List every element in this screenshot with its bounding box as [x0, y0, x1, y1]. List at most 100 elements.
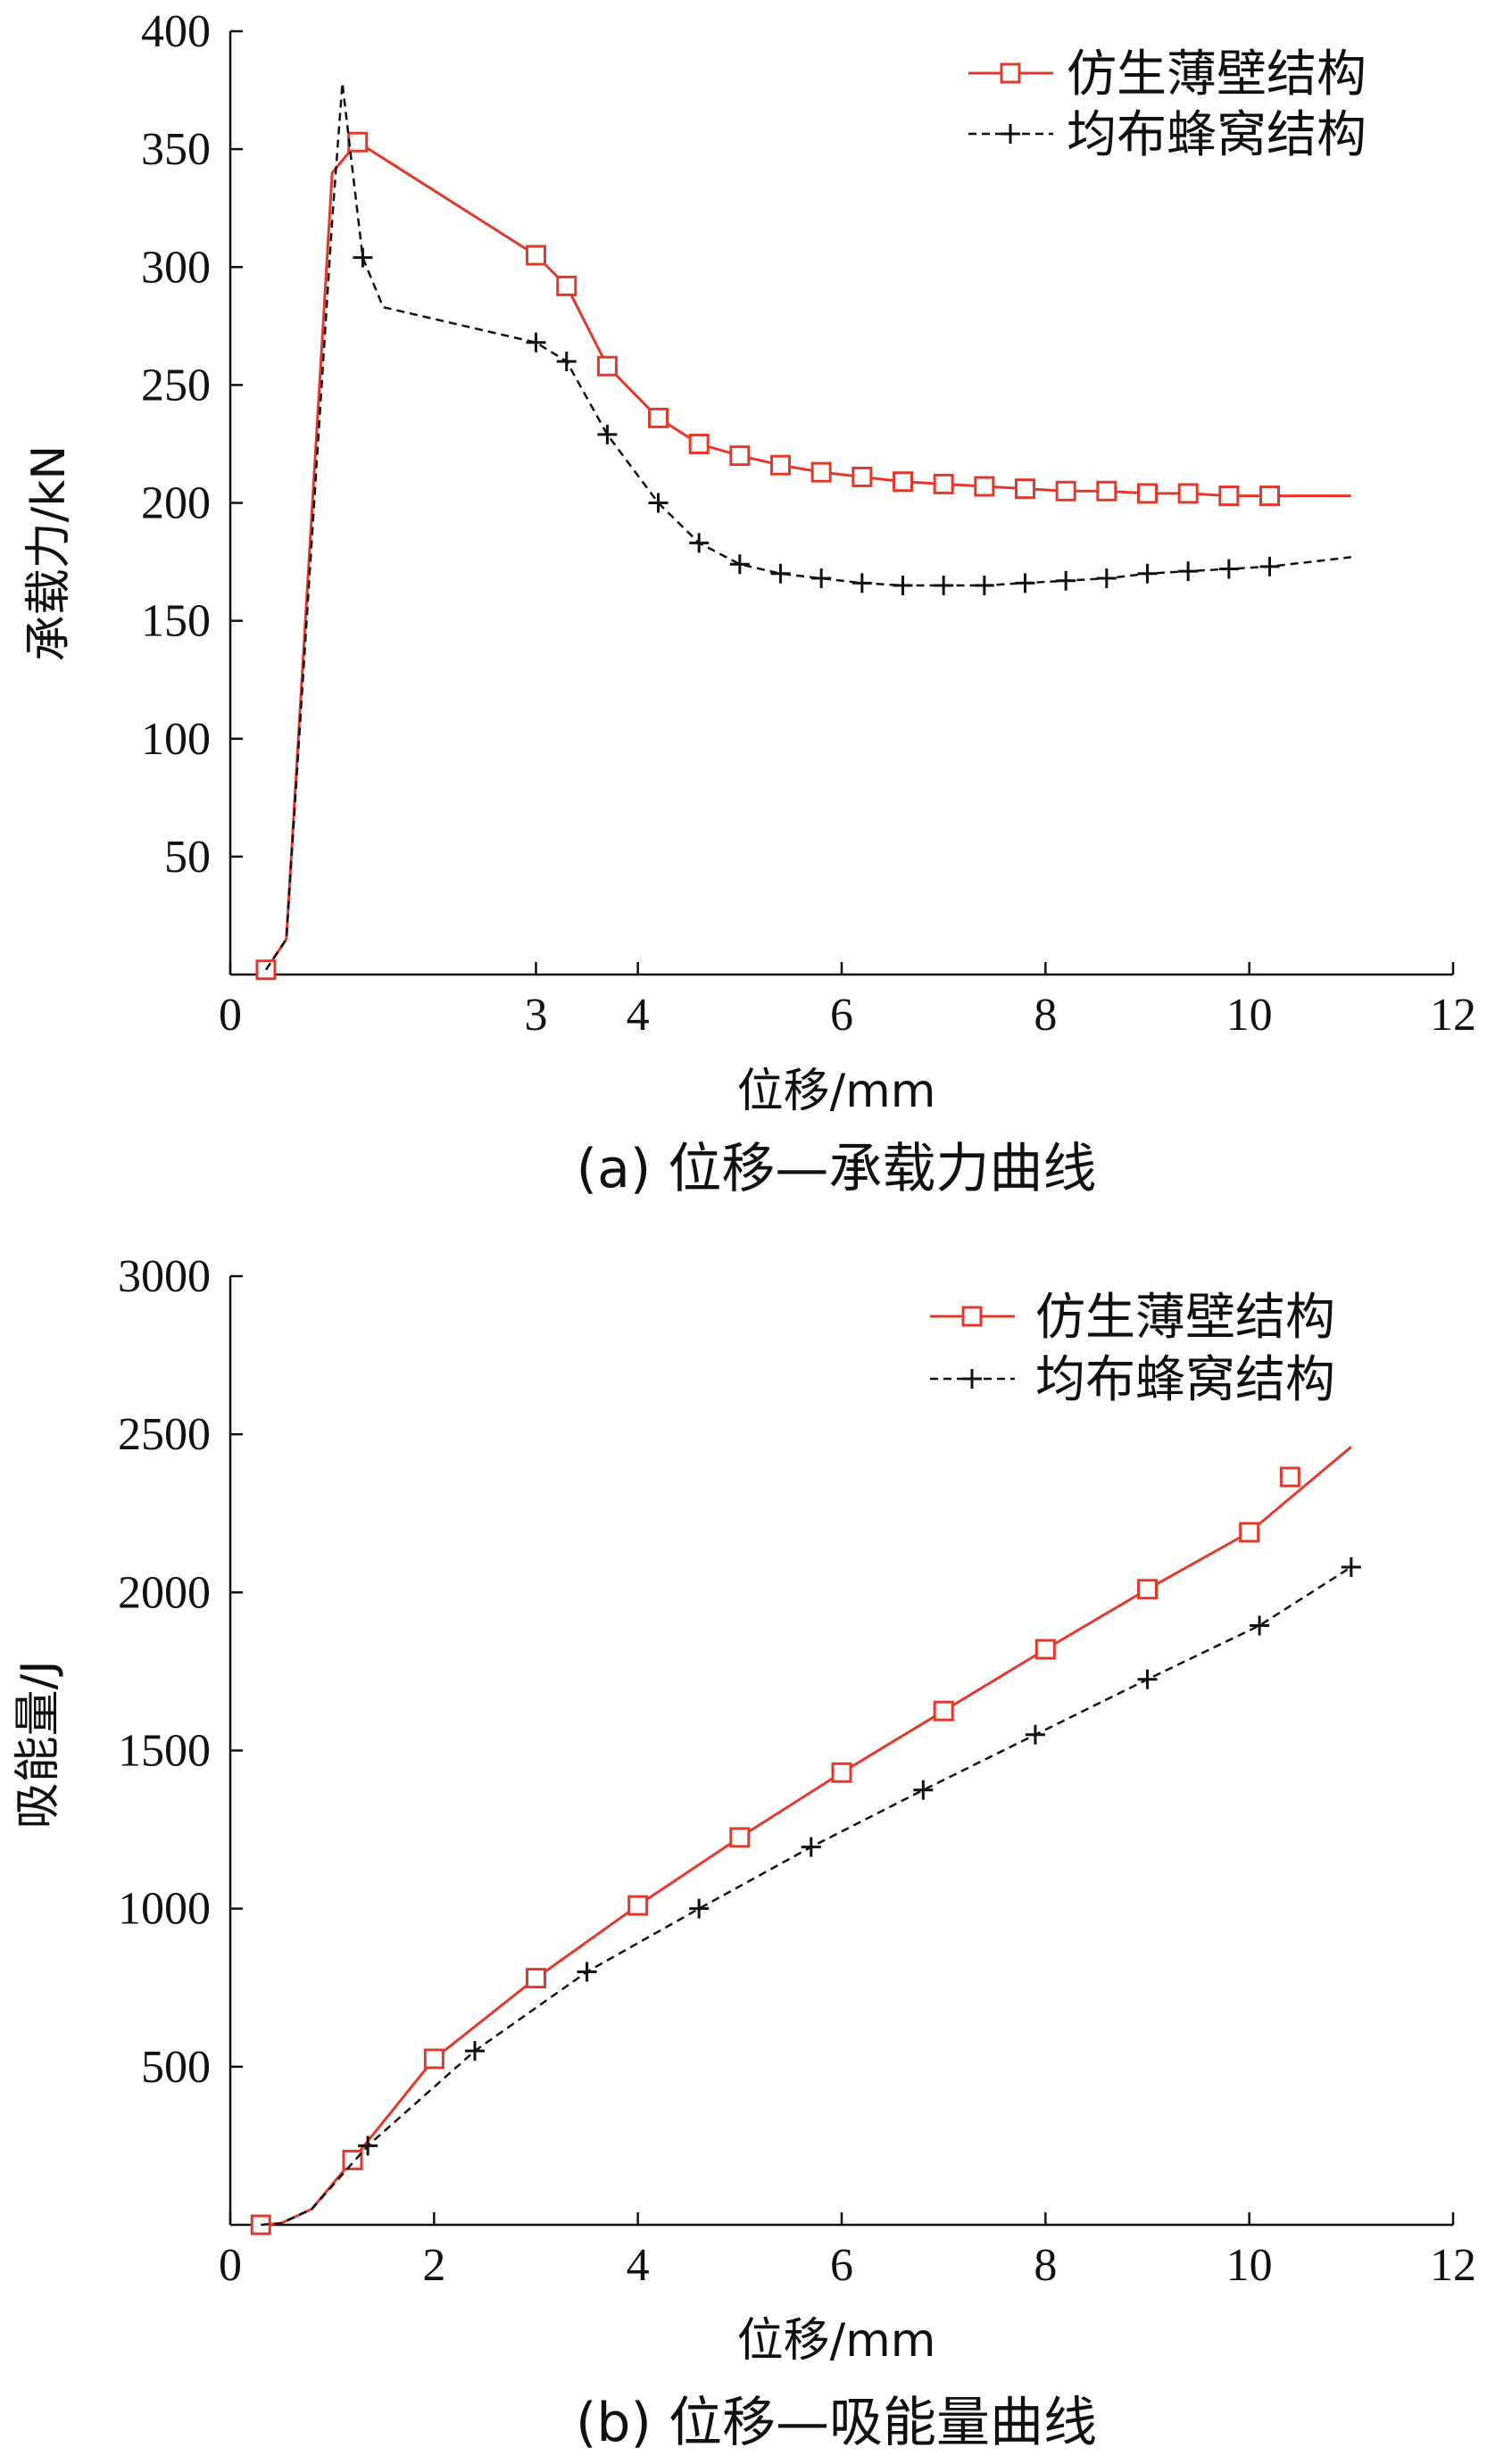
chart-b-x-tick-label: 6 — [830, 2240, 853, 2291]
chart-a-series-bionic-marker — [1015, 478, 1035, 500]
chart-a-tick-labels: 50 100 150 200 250 300 350 400 0 3 4 6 8 10 12 — [141, 6, 1476, 1041]
chart-a-x-tick-label: 10 — [1226, 990, 1273, 1041]
chart-b-series-bionic-marker — [1034, 1639, 1056, 1660]
chart-a-y-tick-label: 100 — [141, 714, 211, 765]
chart-a-series-bionic-marker — [347, 131, 369, 153]
chart-a-x-axis-label: 位移/mm — [737, 1065, 936, 1118]
chart-a-series-bionic-marker — [1218, 485, 1240, 507]
chart-a-series-bionic-marker — [974, 476, 995, 497]
chart-a-series-bionic-marker — [688, 433, 710, 454]
chart-b-legend-marker-bionic — [961, 1306, 983, 1327]
chart-a-series-honeycomb-marker — [353, 247, 373, 268]
chart-b-series-bionic-marker — [1279, 1466, 1300, 1488]
chart-b-y-axis-label: 吸能量/J — [12, 1661, 65, 1829]
chart-b-series-bionic-marker — [831, 1762, 852, 1783]
chart-a-x-tick-label: 0 — [219, 990, 242, 1041]
chart-a-series-bionic-marker — [770, 454, 791, 476]
chart-b-legend: 仿生薄壁结构 均布蜂窝结构 — [930, 1289, 1335, 1409]
chart-a-series-honeycomb-marker — [729, 554, 750, 575]
chart-a-series-honeycomb-marker — [770, 563, 791, 584]
chart-b-series-bionic-line — [261, 1446, 1352, 2227]
chart-a-series-honeycomb-marker — [1259, 556, 1280, 577]
chart-b-series-bionic-marker — [627, 1895, 649, 1916]
chart-a-series-honeycomb-marker — [1218, 559, 1239, 579]
chart-a-series-bionic-marker — [1055, 480, 1076, 502]
chart-a-series-bionic-marker — [1137, 483, 1158, 504]
chart-a-series-bionic-marker — [1259, 485, 1280, 507]
chart-a-y-tick-label: 200 — [141, 478, 211, 529]
chart-a-legend-label-honeycomb: 均布蜂窝结构 — [1067, 106, 1367, 164]
chart-a-series-honeycomb-marker — [1096, 568, 1117, 589]
chart-a-series-bionic-marker — [556, 275, 577, 296]
chart-a-series-bionic-marker — [1177, 483, 1199, 504]
chart-a-series-honeycomb-marker — [974, 575, 994, 595]
chart-b-series-honeycomb-marker — [689, 1898, 710, 1919]
chart-a-series-bionic-marker — [255, 959, 277, 981]
chart-b-series-bionic-marker — [250, 2214, 271, 2236]
chart-b-legend-label-honeycomb: 均布蜂窝结构 — [1035, 1351, 1335, 1409]
chart-b-series-honeycomb-marker — [1341, 1556, 1361, 1577]
chart-b-x-tick-label: 0 — [219, 2240, 242, 2291]
chart-a-series-bionic-marker — [893, 471, 913, 493]
chart-b-series-honeycomb-marker — [913, 1780, 934, 1800]
chart-a-series-honeycomb-marker — [648, 493, 669, 513]
chart-b-y-tick-label: 500 — [141, 2042, 211, 2093]
chart-b-series-bionic-marker — [1239, 1522, 1260, 1543]
chart-b-series-honeycomb-marker — [358, 2136, 378, 2156]
chart-a-legend-label-bionic: 仿生薄壁结构 — [1067, 46, 1367, 104]
chart-b-series-bionic-marker — [933, 1700, 954, 1721]
chart-b-series-honeycomb-marker — [577, 1962, 597, 1982]
chart-b-x-axis-label: 位移/mm — [737, 2314, 936, 2368]
chart-b-series-honeycomb-marker — [1137, 1669, 1158, 1689]
chart-a-series-bionic-line — [264, 140, 1351, 971]
chart-a-x-tick-label: 6 — [830, 990, 853, 1041]
chart-b-series-bionic-marker — [729, 1827, 751, 1848]
chart-a-y-tick-label: 350 — [141, 124, 211, 175]
chart-a-series-honeycomb-marker — [851, 573, 872, 593]
chart-b-series-bionic-marker — [342, 2149, 363, 2170]
chart-b-series-bionic-marker — [423, 2048, 444, 2070]
chart-a-y-tick-label: 50 — [164, 832, 211, 883]
chart-a-series-honeycomb-marker — [811, 568, 832, 589]
chart-a-y-axis-label: 承载力/kN — [22, 445, 76, 662]
chart-b-legend-label-bionic: 仿生薄壁结构 — [1035, 1289, 1335, 1347]
chart-b-series-honeycomb-marker — [465, 2041, 485, 2062]
chart-b-series-honeycomb-marker — [1025, 1724, 1045, 1745]
chart-b-energy-displacement: 500 1000 1500 2000 2500 3000 0 2 4 6 8 10 12 吸能量/J 位… — [12, 1251, 1476, 2454]
chart-a-x-tick-label: 4 — [627, 990, 650, 1041]
chart-b-y-tick-label: 3000 — [118, 1251, 211, 1302]
chart-a-series-bionic-marker — [1096, 480, 1117, 502]
chart-a-series-honeycomb-marker — [893, 575, 913, 595]
chart-b-series-honeycomb-marker — [801, 1837, 821, 1857]
chart-b-y-tick-label: 2500 — [118, 1409, 211, 1460]
chart-a-legend: 仿生薄壁结构 均布蜂窝结构 — [968, 46, 1367, 164]
chart-b-x-tick-label: 10 — [1226, 2240, 1273, 2291]
chart-a-series-bionic-marker — [851, 466, 873, 487]
chart-b-series-bionic-marker — [1137, 1579, 1158, 1600]
chart-b-x-tick-label: 4 — [627, 2240, 650, 2291]
chart-b-tick-labels: 500 1000 1500 2000 2500 3000 0 2 4 6 8 10 12 — [118, 1251, 1476, 2291]
chart-b-y-tick-label: 1000 — [118, 1884, 211, 1935]
chart-b-y-tick-label: 2000 — [118, 1567, 211, 1618]
chart-a-series-honeycomb-marker — [597, 424, 618, 444]
chart-b-series-honeycomb-marker — [1250, 1615, 1270, 1636]
chart-a-legend-marker-bionic — [1000, 62, 1021, 84]
chart-a-series-bionic-marker — [729, 445, 751, 467]
chart-a-legend-marker-honeycomb — [1001, 124, 1020, 144]
chart-a-series-honeycomb-marker — [526, 332, 546, 353]
chart-a-series-bionic-marker — [810, 461, 832, 483]
chart-b-x-tick-label: 2 — [422, 2240, 445, 2291]
chart-a-y-tick-label: 400 — [141, 6, 211, 57]
chart-b-y-tick-label: 1500 — [118, 1726, 211, 1777]
chart-a-series-honeycomb-marker — [556, 351, 577, 371]
chart-a-plot-area — [228, 29, 1455, 981]
chart-a-series-honeycomb-line — [264, 81, 1351, 971]
chart-a-x-tick-label: 3 — [525, 990, 548, 1041]
chart-a-y-tick-label: 300 — [141, 242, 211, 293]
chart-a-series-honeycomb-marker — [1015, 573, 1035, 593]
chart-a-series-honeycomb-marker — [689, 533, 710, 553]
chart-b-x-tick-label: 8 — [1034, 2240, 1057, 2291]
chart-a-series-honeycomb-marker — [934, 575, 954, 595]
